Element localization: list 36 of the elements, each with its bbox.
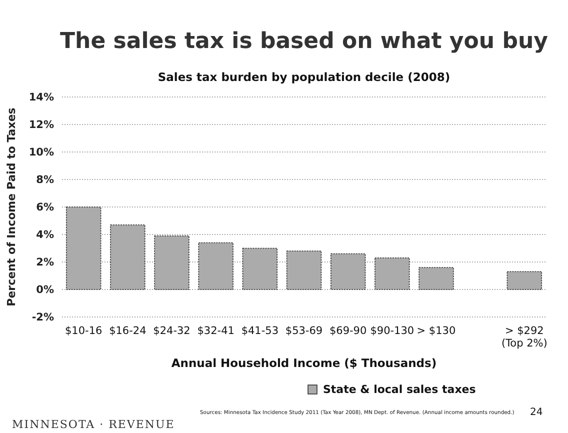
- y-tick-label: 4%: [36, 229, 54, 242]
- x-tick-label: $10-16: [65, 325, 103, 337]
- bar: [154, 235, 190, 290]
- x-tick-label: $90-130: [370, 325, 414, 337]
- y-tick-label: 12%: [28, 119, 54, 132]
- bar: [242, 248, 278, 290]
- y-tick-label: 8%: [36, 174, 54, 186]
- x-tick-label: > $130: [416, 325, 456, 337]
- y-tick-label: 10%: [28, 146, 54, 159]
- x-tick-label: $16-24: [109, 325, 147, 337]
- chart-subtitle: Sales tax burden by population decile (2008): [158, 70, 450, 84]
- x-tick-label: $32-41: [197, 325, 234, 337]
- text: MINNESOTA · REVENUE: [12, 418, 175, 431]
- x-tick-label: > $292 (Top 2%): [501, 325, 548, 350]
- bar: [198, 242, 234, 290]
- bar: [418, 267, 454, 290]
- bar: [66, 206, 102, 290]
- chart-title: The sales tax is based on what you buy: [60, 29, 548, 54]
- y-axis-title: Percent of Income Paid to Taxes: [5, 107, 18, 306]
- x-tick-label: $24-32: [153, 325, 190, 337]
- bar: [374, 257, 410, 290]
- y-tick-label: -2%: [32, 312, 54, 324]
- bar: [330, 253, 366, 290]
- bar: [110, 224, 146, 290]
- bar: [506, 271, 542, 290]
- y-tick-label: 6%: [36, 202, 54, 214]
- legend-label: State & local sales taxes: [323, 383, 476, 396]
- bar: [286, 250, 322, 290]
- x-tick-label: $53-69: [285, 325, 323, 337]
- x-tick-label: $69-90: [329, 325, 367, 337]
- y-tick-label: 0%: [36, 284, 54, 296]
- text: 24: [530, 407, 543, 418]
- x-axis-title: Annual Household Income ($ Thousands): [171, 356, 437, 370]
- y-tick-label: 2%: [36, 256, 54, 269]
- y-tick-label: 14%: [28, 92, 54, 104]
- x-tick-label: $41-53: [241, 325, 279, 337]
